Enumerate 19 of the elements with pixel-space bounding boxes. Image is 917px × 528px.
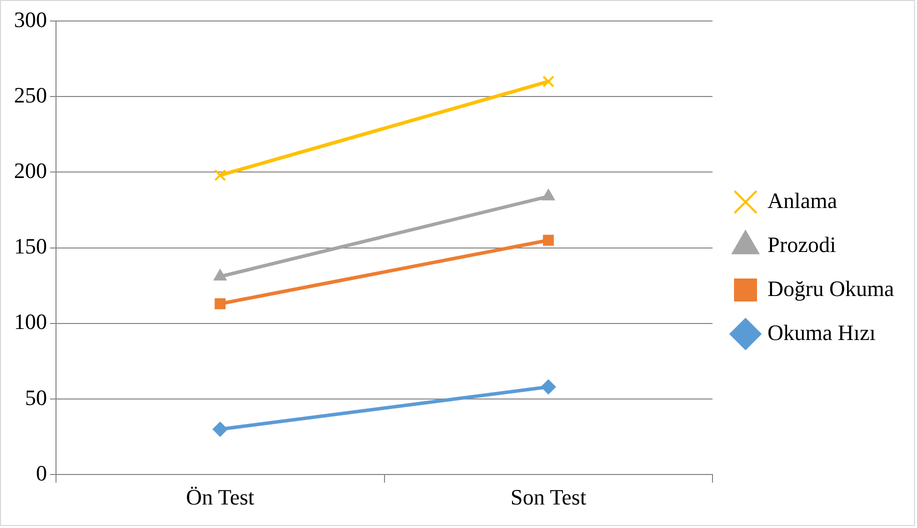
legend-label: Doğru Okuma (768, 276, 894, 301)
y-tick-label: 0 (36, 460, 47, 486)
point (542, 76, 554, 88)
legend-label: Prozodi (768, 232, 836, 257)
y-tick-label: 100 (14, 309, 47, 334)
legend-label: Okuma Hızı (768, 320, 876, 345)
y-tick-label: 250 (14, 82, 47, 108)
x-tick-label: Ön Test (186, 484, 254, 510)
legend-label: Anlama (768, 188, 838, 213)
y-tick-label: 200 (14, 158, 47, 183)
y-tick-label: 50 (25, 384, 47, 410)
y-tick-label: 150 (14, 234, 47, 259)
point (542, 234, 554, 246)
x-tick-label: Son Test (510, 484, 586, 510)
point (540, 379, 556, 394)
point (214, 298, 226, 310)
point (214, 169, 226, 182)
point (212, 422, 228, 437)
y-tick-label: 300 (14, 6, 47, 32)
